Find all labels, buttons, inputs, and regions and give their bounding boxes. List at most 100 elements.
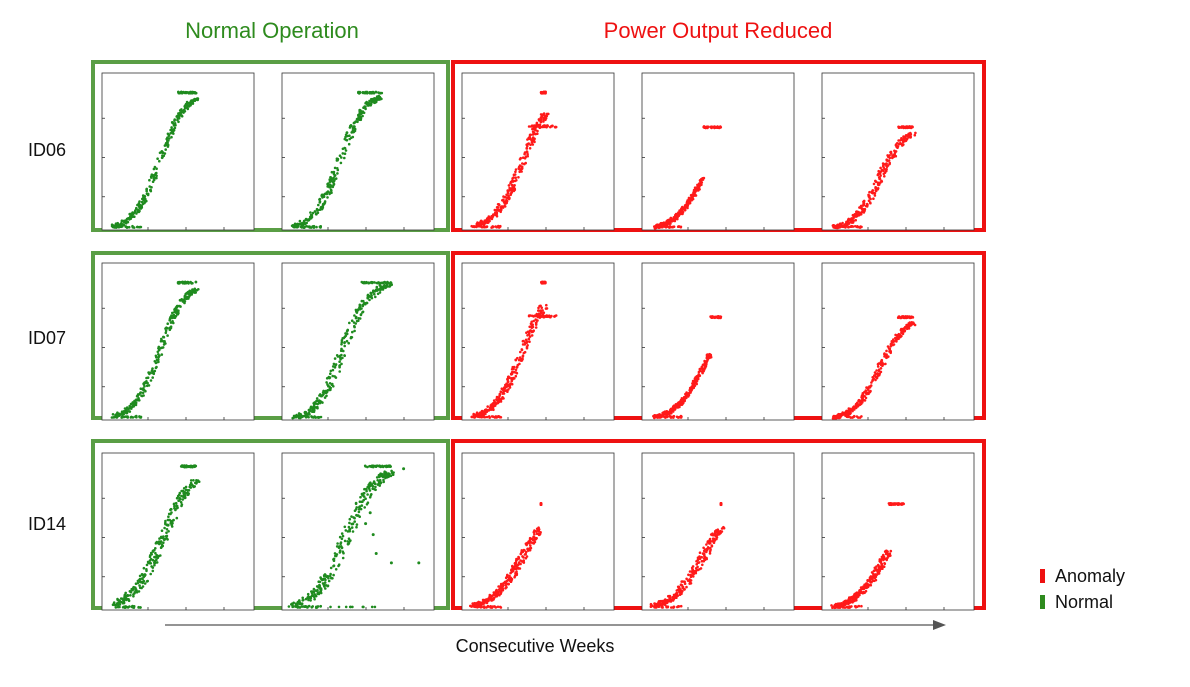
data-point [146,376,150,380]
data-point [914,131,917,135]
data-point [309,596,313,600]
group-title-normal: Normal Operation [185,18,359,43]
data-point [368,511,372,515]
data-point [308,215,312,219]
data-point [351,330,354,334]
data-point [901,125,905,129]
data-point [512,566,516,569]
data-point [687,196,691,200]
data-point [362,111,366,115]
data-point [698,367,702,371]
data-point [519,359,523,362]
data-point [685,396,688,400]
data-point [669,225,673,229]
data-point [173,507,176,510]
data-point [668,596,671,599]
data-point [180,494,183,498]
data-point [172,502,176,506]
data-point [906,126,909,130]
data-point [714,126,717,129]
data-point [329,369,333,373]
data-point [139,416,142,419]
data-point [302,220,306,223]
data-point [878,170,882,174]
data-point [352,121,356,125]
data-point [167,512,171,516]
data-point [182,108,186,112]
data-point [512,370,516,374]
data-point [357,510,361,514]
data-point [498,605,502,609]
data-point [168,137,171,140]
data-point [528,335,532,338]
data-point [873,566,877,570]
data-point [698,568,701,571]
data-point [526,334,529,337]
data-point [851,409,854,413]
data-point [531,127,534,131]
data-point [310,213,314,217]
data-point [475,603,479,606]
data-point [151,371,154,375]
data-point [528,325,531,329]
data-point [328,183,332,186]
data-point [372,91,376,95]
data-point [524,550,528,554]
data-point [183,296,187,300]
data-point [187,492,190,495]
data-point [860,395,863,399]
data-point [138,204,141,207]
group-title-anomaly: Power Output Reduced [603,18,833,43]
data-point [498,593,501,597]
data-point [309,211,312,214]
data-point [501,396,504,399]
data-point [178,499,181,502]
data-point [357,319,360,323]
panel-id14-week-1 [101,452,255,611]
frame-normal-row-1 [91,60,450,232]
data-point [855,210,859,213]
data-point [495,395,499,399]
data-point [518,164,522,167]
data-point [681,580,685,583]
data-point [520,348,524,352]
data-point [341,356,344,360]
data-point [713,530,717,533]
data-point [318,225,322,229]
data-point [703,360,707,364]
data-point [343,152,347,155]
data-point [683,588,686,591]
data-point [495,225,499,229]
data-point [125,411,128,415]
data-point [505,382,508,386]
data-point [510,569,514,573]
data-point [328,385,331,389]
data-point [470,605,473,608]
data-point [531,136,535,139]
data-point [150,176,153,179]
data-point [124,596,127,600]
data-point [485,225,488,229]
data-point [478,225,482,228]
data-point [692,386,695,390]
data-point [124,222,128,225]
data-point [116,414,120,418]
data-point [164,141,168,145]
data-point [903,329,906,333]
data-point [143,582,147,585]
data-point [192,479,195,482]
data-point [368,99,371,103]
data-point [545,307,549,310]
data-point [531,143,535,146]
data-point [376,288,379,292]
data-point [487,215,491,218]
data-point [173,118,176,121]
data-point [162,541,165,544]
data-point [854,402,858,406]
panel-id06-week-1 [101,72,255,231]
data-point [686,203,690,206]
data-point [298,219,302,223]
data-point [375,476,379,479]
data-point [358,109,362,112]
data-point [300,602,303,606]
